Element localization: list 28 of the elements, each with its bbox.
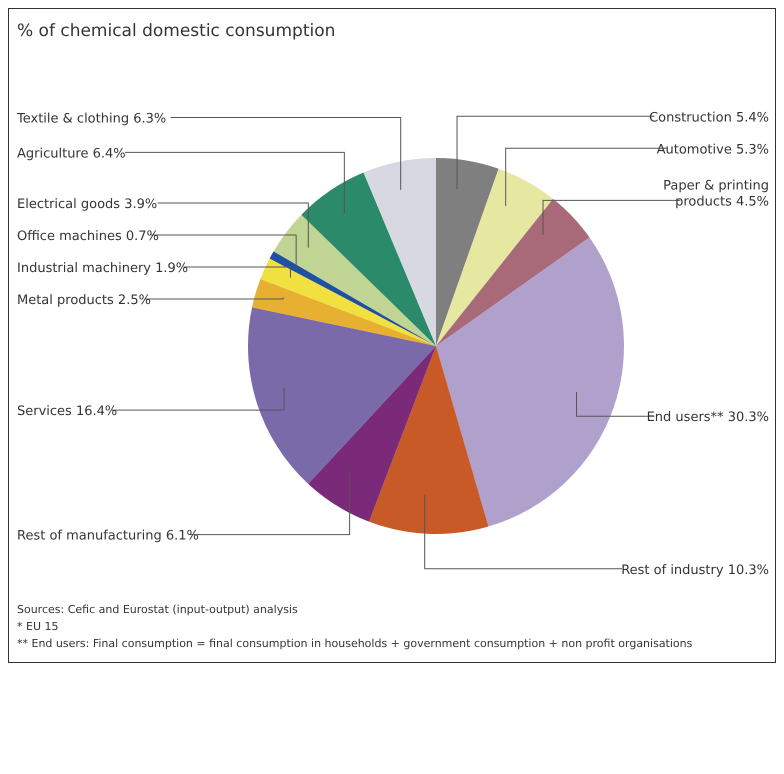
slice-label: Metal products 2.5%: [17, 292, 151, 308]
slice-label: Automotive 5.3%: [656, 142, 769, 158]
slice-label: Rest of industry 10.3%: [621, 562, 769, 578]
slice-label: Rest of manufacturing 6.1%: [17, 528, 199, 544]
pie-slice: [436, 158, 499, 346]
slice-label: End users** 30.3%: [646, 410, 769, 426]
text: ** End users: Final consumption = final consumption in households + government consumption + non profit organisations: [17, 636, 694, 652]
slice-label: Agriculture 6.4%: [17, 146, 126, 162]
text: * EU 15: [17, 619, 60, 635]
source-note: Sources: Cefic and Eurostat (input-output) analysis: [17, 602, 299, 618]
pie-slice: [252, 278, 436, 346]
pie-slice: [436, 168, 554, 346]
pie-slice: [274, 214, 436, 346]
pie-slice: [368, 346, 488, 534]
pie-slice: [364, 158, 436, 346]
slice-label: Construction 5.4%: [649, 110, 769, 126]
pie-slice: [436, 237, 624, 527]
slice-label: Office machines 0.7%: [17, 228, 159, 244]
slice-label: Services 16.4%: [17, 404, 118, 420]
pie-slice: [436, 198, 590, 346]
slice-label: Industrial machinery 1.9%: [17, 260, 188, 276]
slice-label: Paper & printing products 4.5%: [663, 178, 769, 210]
pie-slice: [248, 307, 436, 484]
slice-label: Electrical goods 3.9%: [17, 196, 158, 212]
pie-slice: [308, 346, 436, 522]
pie-slice: [301, 172, 436, 346]
slice-label: Textile & clothing 6.3%: [16, 111, 166, 126]
chart-title: % of chemical domestic consumption: [16, 20, 336, 41]
